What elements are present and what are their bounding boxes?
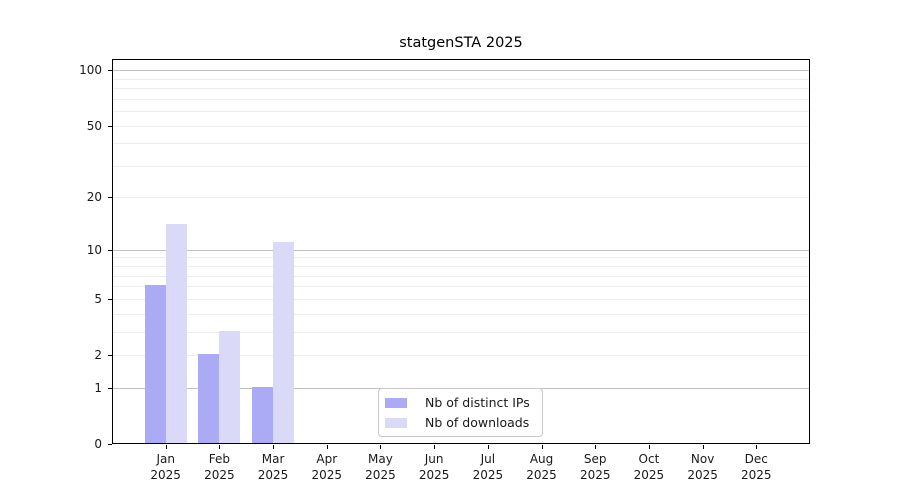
gridline <box>113 299 809 300</box>
x-tick-mark <box>166 445 167 449</box>
x-tick-label: May2025 <box>352 452 408 483</box>
y-tick-label: 20 <box>40 190 102 204</box>
x-tick-label: Nov2025 <box>675 452 731 483</box>
x-tick-month: Nov <box>675 452 731 468</box>
bar-distinct-ips <box>198 354 219 443</box>
x-tick-label: Apr2025 <box>299 452 355 483</box>
y-tick-label: 50 <box>40 119 102 133</box>
x-tick-label: Jun2025 <box>406 452 462 483</box>
x-tick-label: Sep2025 <box>567 452 623 483</box>
gridline <box>113 266 809 267</box>
bar-distinct-ips <box>252 387 273 443</box>
x-tick-year: 2025 <box>514 468 570 484</box>
x-tick-year: 2025 <box>567 468 623 484</box>
x-tick-year: 2025 <box>406 468 462 484</box>
x-tick-mark <box>649 445 650 449</box>
x-tick-mark <box>380 445 381 449</box>
x-tick-month: May <box>352 452 408 468</box>
x-tick-mark <box>273 445 274 449</box>
x-tick-mark <box>327 445 328 449</box>
x-tick-year: 2025 <box>138 468 194 484</box>
gridline <box>113 70 809 71</box>
y-tick-label: 100 <box>40 63 102 77</box>
x-tick-mark <box>488 445 489 449</box>
gridline <box>113 79 809 80</box>
bar-distinct-ips <box>145 285 166 443</box>
y-tick-mark <box>108 388 112 389</box>
gridline <box>113 166 809 167</box>
legend-item-downloads: Nb of downloads <box>385 414 542 431</box>
x-tick-year: 2025 <box>299 468 355 484</box>
x-tick-year: 2025 <box>245 468 301 484</box>
gridline <box>113 276 809 277</box>
plot-area <box>112 59 810 444</box>
gridline <box>113 143 809 144</box>
x-tick-mark <box>595 445 596 449</box>
x-tick-mark <box>434 445 435 449</box>
x-tick-month: Oct <box>621 452 677 468</box>
x-tick-label: Mar2025 <box>245 452 301 483</box>
legend-item-distinct-ips: Nb of distinct IPs <box>385 394 542 411</box>
legend-label-distinct-ips: Nb of distinct IPs <box>425 395 530 410</box>
legend-swatch-downloads <box>385 418 407 428</box>
gridline <box>113 126 809 127</box>
gridline <box>113 250 809 251</box>
bar-downloads <box>219 331 240 443</box>
chart-figure: statgenSTA 2025 Nb of distinct IPs Nb of… <box>0 0 900 500</box>
x-tick-year: 2025 <box>352 468 408 484</box>
y-tick-mark <box>108 250 112 251</box>
x-tick-mark <box>703 445 704 449</box>
x-tick-label: Dec2025 <box>728 452 784 483</box>
y-tick-label: 0 <box>40 437 102 451</box>
y-tick-mark <box>108 355 112 356</box>
x-tick-month: Dec <box>728 452 784 468</box>
bar-downloads <box>166 224 187 443</box>
legend-label-downloads: Nb of downloads <box>425 415 529 430</box>
x-tick-year: 2025 <box>460 468 516 484</box>
x-tick-month: Mar <box>245 452 301 468</box>
chart-title: statgenSTA 2025 <box>112 35 810 51</box>
x-tick-month: Feb <box>191 452 247 468</box>
gridline <box>113 111 809 112</box>
gridline <box>113 332 809 333</box>
x-tick-month: Sep <box>567 452 623 468</box>
y-tick-mark <box>108 126 112 127</box>
y-tick-mark <box>108 444 112 445</box>
x-tick-label: Jan2025 <box>138 452 194 483</box>
x-tick-label: Oct2025 <box>621 452 677 483</box>
x-tick-label: Jul2025 <box>460 452 516 483</box>
y-tick-mark <box>108 70 112 71</box>
bar-downloads <box>273 242 294 443</box>
x-tick-year: 2025 <box>675 468 731 484</box>
gridline <box>113 286 809 287</box>
y-tick-label: 1 <box>40 381 102 395</box>
x-tick-month: Jul <box>460 452 516 468</box>
legend-swatch-distinct-ips <box>385 398 407 408</box>
y-tick-mark <box>108 197 112 198</box>
x-tick-month: Aug <box>514 452 570 468</box>
x-tick-month: Apr <box>299 452 355 468</box>
x-tick-mark <box>756 445 757 449</box>
y-tick-mark <box>108 299 112 300</box>
gridline <box>113 99 809 100</box>
x-tick-year: 2025 <box>191 468 247 484</box>
x-tick-mark <box>542 445 543 449</box>
legend: Nb of distinct IPs Nb of downloads <box>378 388 543 437</box>
gridline <box>113 197 809 198</box>
x-tick-mark <box>219 445 220 449</box>
x-tick-year: 2025 <box>728 468 784 484</box>
x-tick-label: Feb2025 <box>191 452 247 483</box>
gridline <box>113 88 809 89</box>
y-tick-label: 2 <box>40 348 102 362</box>
x-tick-label: Aug2025 <box>514 452 570 483</box>
x-tick-year: 2025 <box>621 468 677 484</box>
gridline <box>113 314 809 315</box>
x-tick-month: Jan <box>138 452 194 468</box>
gridline <box>113 257 809 258</box>
y-tick-label: 5 <box>40 292 102 306</box>
y-tick-label: 10 <box>40 243 102 257</box>
x-tick-month: Jun <box>406 452 462 468</box>
